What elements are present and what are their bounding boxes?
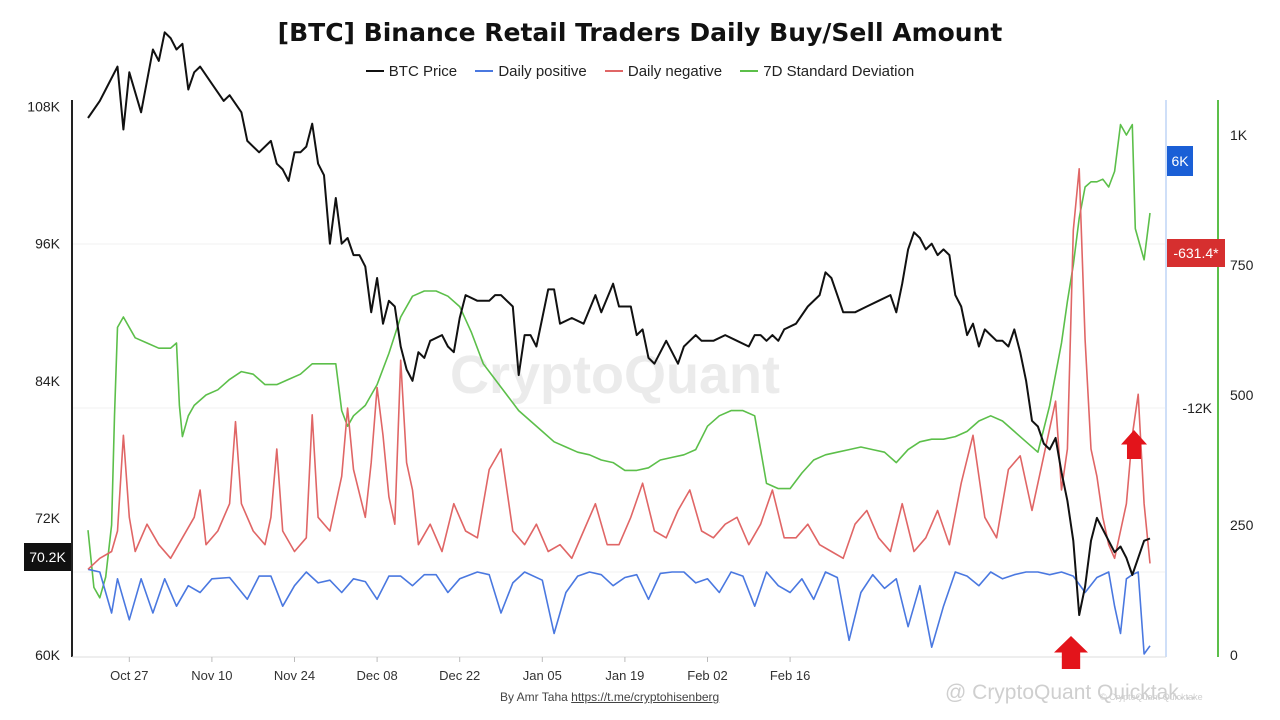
- y-right-tick-label: 1K: [1230, 127, 1248, 143]
- value-tag-label: 6K: [1171, 153, 1189, 169]
- negative-value-tag: -631.4*: [1167, 239, 1225, 267]
- y-left-tick-label: 84K: [35, 373, 61, 389]
- price-value-tag: 70.2K: [24, 543, 71, 571]
- series-line-7d-standard-deviation: [87, 123, 1151, 599]
- legend-swatch: [475, 70, 494, 73]
- social-watermark: @ CryptoQuant Quicktak...: [945, 681, 1197, 704]
- x-tick-label: Jan 05: [523, 668, 562, 683]
- author-credit: By Amr Taha https://t.me/cryptohisenberg: [500, 690, 719, 704]
- credit-prefix: By Amr Taha: [500, 690, 568, 704]
- legend-swatch: [365, 70, 384, 73]
- credit-link[interactable]: https://t.me/cryptohisenberg: [571, 690, 720, 704]
- x-tick-label: Nov 10: [191, 668, 232, 683]
- social-watermark-note: © CryptoQuant Quicktake: [1100, 692, 1203, 702]
- y-left-tick-label: 72K: [35, 510, 61, 526]
- legend-item-daily-positive[interactable]: Daily positive: [475, 63, 587, 80]
- value-tag-label: 70.2K: [29, 549, 66, 565]
- y-left-tick-label: 96K: [35, 236, 61, 252]
- x-tick-label: Dec 22: [439, 668, 480, 683]
- gridlines: [72, 243, 1165, 573]
- series-line-daily-positive: [87, 568, 1151, 655]
- y-mid-tick-label: -12K: [1182, 400, 1212, 416]
- x-tick-label: Feb 02: [687, 668, 727, 683]
- y-right-tick-label: 0: [1230, 647, 1238, 663]
- legend-swatch: [604, 70, 623, 73]
- y-left-tick-label: 108K: [27, 99, 60, 115]
- legend-label: BTC Price: [388, 63, 458, 80]
- x-tick-label: Nov 24: [274, 668, 315, 683]
- value-tag-bg: [24, 543, 71, 571]
- y-right-tick-label: 750: [1230, 257, 1254, 273]
- value-tag-bg: [1167, 239, 1225, 267]
- x-tick-label: Dec 08: [356, 668, 397, 683]
- chart-legend: BTC Price Daily positive Daily negative …: [0, 63, 1280, 80]
- value-tag-bg: [1167, 146, 1193, 176]
- chart-title: [BTC] Binance Retail Traders Daily Buy/S…: [277, 18, 1003, 47]
- legend-label: Daily negative: [627, 63, 723, 80]
- y-right-tick-label: 250: [1230, 517, 1254, 533]
- tick-labels: 108K96K84K72K60K-12K-24K1K7505002500Oct …: [27, 99, 1253, 683]
- legend-label: 7D Standard Deviation: [763, 63, 915, 80]
- legend-item-daily-negative[interactable]: Daily negative: [604, 63, 723, 80]
- legend-item-7d-std-dev[interactable]: 7D Standard Deviation: [740, 63, 914, 80]
- axes: [71, 100, 1219, 658]
- up-arrow-crash: [1054, 636, 1088, 669]
- x-tick-label: Jan 19: [605, 668, 644, 683]
- y-right-tick-label: 500: [1230, 387, 1254, 403]
- x-tick-label: Oct 27: [110, 668, 148, 683]
- value-tags: 70.2K 6K -631.4*: [24, 146, 1225, 571]
- x-tick-label: Feb 16: [770, 668, 810, 683]
- legend-swatch: [740, 70, 759, 73]
- watermark-text: CryptoQuant: [450, 345, 780, 405]
- positive-value-tag: 6K: [1167, 146, 1193, 176]
- series-line-daily-negative: [87, 168, 1151, 570]
- series-group: [87, 31, 1151, 655]
- series-line-btc-price: [87, 31, 1151, 616]
- value-tag-label: -631.4*: [1173, 245, 1219, 261]
- y-left-tick-label: 60K: [35, 647, 61, 663]
- annotation-arrows: [1054, 430, 1147, 669]
- legend-item-btc-price[interactable]: BTC Price: [365, 63, 458, 80]
- legend-label: Daily positive: [498, 63, 587, 80]
- up-arrow-recent: [1121, 430, 1147, 459]
